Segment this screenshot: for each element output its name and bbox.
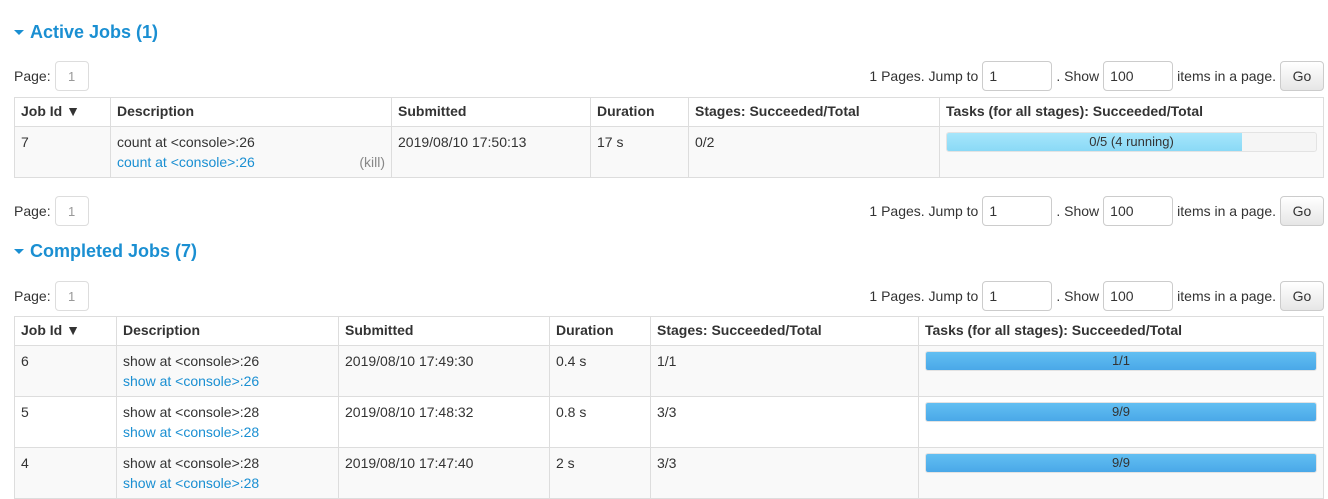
- pages-text: 1 Pages. Jump to: [869, 203, 979, 219]
- description-text: show at <console>:26: [123, 353, 260, 369]
- job-detail-link[interactable]: show at <console>:28: [123, 475, 260, 491]
- completed-jobs-table: Job Id ▼ Description Submitted Duration …: [14, 316, 1324, 499]
- job-detail-link[interactable]: show at <console>:28: [123, 424, 260, 440]
- col-description[interactable]: Description: [116, 316, 339, 346]
- col-submitted[interactable]: Submitted: [338, 316, 550, 346]
- description-text: show at <console>:28: [123, 404, 260, 420]
- col-tasks[interactable]: Tasks (for all stages): Succeeded/Total: [939, 97, 1324, 127]
- items-text: items in a page.: [1177, 68, 1276, 84]
- tasks-progress-bar: 1/1: [925, 351, 1317, 371]
- go-button[interactable]: Go: [1280, 61, 1324, 91]
- pages-text: 1 Pages. Jump to: [869, 68, 979, 84]
- col-tasks[interactable]: Tasks (for all stages): Succeeded/Total: [918, 316, 1324, 346]
- page-size-input[interactable]: 100: [1103, 196, 1174, 226]
- tasks-cell: 9/9: [918, 447, 1324, 499]
- tasks-progress-text: 1/1: [1111, 353, 1131, 368]
- active-jobs-title: Active Jobs (1): [30, 22, 159, 42]
- active-pager-bottom: Page: 1 1 Pages. Jump to 1 . Show 100 it…: [14, 196, 1324, 226]
- active-jobs-table: Job Id ▼ Description Submitted Duration …: [14, 97, 1324, 178]
- stages-count: 3/3: [650, 396, 919, 448]
- tasks-progress-text: 9/9: [1111, 404, 1131, 419]
- show-text: . Show: [1056, 68, 1100, 84]
- duration: 0.4 s: [549, 345, 651, 397]
- succeeded-fill: [926, 403, 1316, 421]
- table-row: 4 show at <console>:28 show at <console>:…: [14, 447, 1324, 499]
- items-text: items in a page.: [1177, 288, 1276, 304]
- tasks-progress-bar: 9/9: [925, 453, 1317, 473]
- jump-to-input[interactable]: 1: [982, 61, 1053, 91]
- job-detail-link[interactable]: count at <console>:26: [117, 154, 255, 170]
- page-1-button[interactable]: 1: [54, 281, 89, 311]
- stages-count: 3/3: [650, 447, 919, 499]
- description-text: show at <console>:28: [123, 455, 260, 471]
- col-duration[interactable]: Duration: [590, 97, 689, 127]
- show-text: . Show: [1056, 288, 1100, 304]
- completed-pager-top: Page: 1 1 Pages. Jump to 1 . Show 100 it…: [14, 281, 1324, 311]
- active-jobs-toggle[interactable]: Active Jobs (1): [14, 22, 158, 43]
- tasks-cell: 9/9: [918, 396, 1324, 448]
- job-id: 6: [14, 345, 117, 397]
- col-description[interactable]: Description: [110, 97, 392, 127]
- page-1-button[interactable]: 1: [54, 61, 89, 91]
- job-description: show at <console>:28 show at <console>:28: [116, 447, 339, 499]
- tasks-cell: 0/5 (4 running): [939, 126, 1324, 178]
- succeeded-fill: [926, 454, 1316, 472]
- stages-count: 0/2: [688, 126, 940, 178]
- tasks-progress-text: 0/5 (4 running): [1089, 134, 1174, 149]
- page-label: Page:: [14, 203, 51, 219]
- col-duration[interactable]: Duration: [549, 316, 651, 346]
- table-row: 6 show at <console>:26 show at <console>:…: [14, 345, 1324, 397]
- submitted-time: 2019/08/10 17:47:40: [338, 447, 550, 499]
- tasks-progress-bar: 9/9: [925, 402, 1317, 422]
- caret-down-icon: [14, 30, 24, 35]
- col-stages[interactable]: Stages: Succeeded/Total: [650, 316, 919, 346]
- pages-text: 1 Pages. Jump to: [869, 288, 979, 304]
- duration: 17 s: [590, 126, 689, 178]
- job-id: 5: [14, 396, 117, 448]
- table-row: 5 show at <console>:28 show at <console>:…: [14, 396, 1324, 448]
- col-job-id[interactable]: Job Id ▼: [14, 316, 117, 346]
- submitted-time: 2019/08/10 17:49:30: [338, 345, 550, 397]
- tasks-progress-bar: 0/5 (4 running): [946, 132, 1317, 152]
- job-id: 7: [14, 126, 111, 178]
- page-size-input[interactable]: 100: [1103, 281, 1174, 311]
- submitted-time: 2019/08/10 17:48:32: [338, 396, 550, 448]
- page-label: Page:: [14, 288, 51, 304]
- job-id: 4: [14, 447, 117, 499]
- page-1-button[interactable]: 1: [54, 196, 89, 226]
- page-label: Page:: [14, 68, 51, 84]
- duration: 2 s: [549, 447, 651, 499]
- tasks-cell: 1/1: [918, 345, 1324, 397]
- job-detail-link[interactable]: show at <console>:26: [123, 373, 260, 389]
- caret-down-icon: [14, 249, 24, 254]
- jump-to-input[interactable]: 1: [982, 281, 1053, 311]
- submitted-time: 2019/08/10 17:50:13: [391, 126, 591, 178]
- tasks-progress-text: 9/9: [1111, 455, 1131, 470]
- go-button[interactable]: Go: [1280, 196, 1324, 226]
- running-fill: [947, 133, 1243, 151]
- job-description: (kill) count at <console>:26 count at <con…: [110, 126, 392, 178]
- completed-jobs-toggle[interactable]: Completed Jobs (7): [14, 241, 197, 262]
- completed-jobs-title: Completed Jobs (7): [30, 241, 198, 261]
- go-button[interactable]: Go: [1280, 281, 1324, 311]
- duration: 0.8 s: [549, 396, 651, 448]
- succeeded-fill: [926, 352, 1316, 370]
- stages-count: 1/1: [650, 345, 919, 397]
- kill-link[interactable]: (kill): [359, 154, 385, 170]
- page-size-input[interactable]: 100: [1103, 61, 1174, 91]
- jump-to-input[interactable]: 1: [982, 196, 1053, 226]
- table-row: 7 (kill) count at <console>:26 count at <c…: [14, 126, 1324, 178]
- description-text: count at <console>:26: [117, 134, 255, 150]
- items-text: items in a page.: [1177, 203, 1276, 219]
- active-pager-top: Page: 1 1 Pages. Jump to 1 . Show 100 it…: [14, 61, 1324, 91]
- show-text: . Show: [1056, 203, 1100, 219]
- col-submitted[interactable]: Submitted: [391, 97, 591, 127]
- job-description: show at <console>:26 show at <console>:26: [116, 345, 339, 397]
- col-job-id[interactable]: Job Id ▼: [14, 97, 111, 127]
- job-description: show at <console>:28 show at <console>:28: [116, 396, 339, 448]
- col-stages[interactable]: Stages: Succeeded/Total: [688, 97, 940, 127]
